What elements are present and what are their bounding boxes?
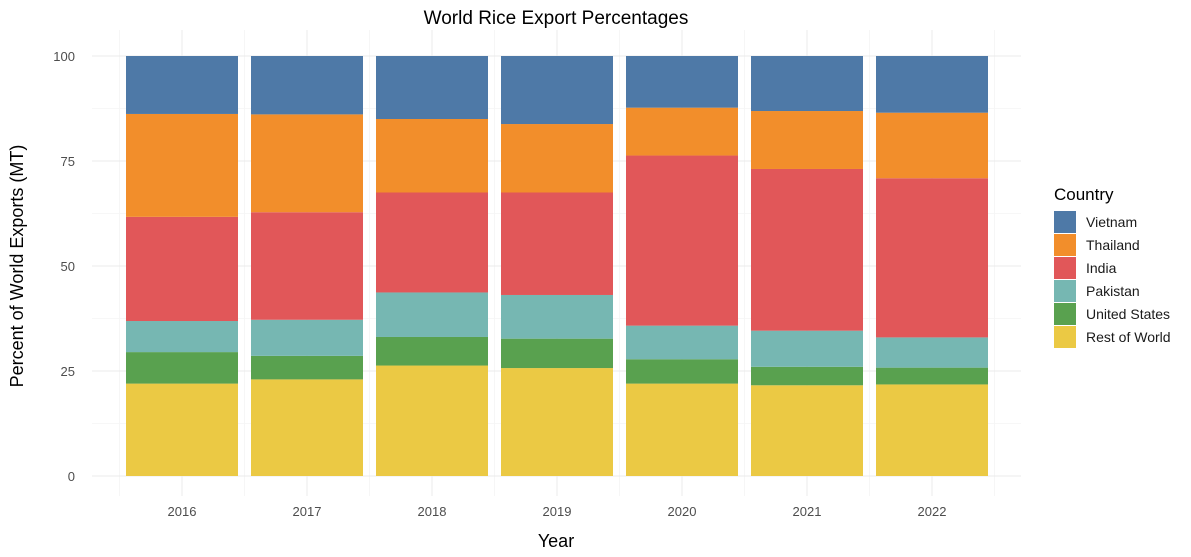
bar-united-states-2019 [501,338,613,369]
x-axis-title: Year [538,531,574,551]
bar-pakistan-2022 [876,337,988,368]
bar-pakistan-2018 [376,292,488,337]
bar-pakistan-2017 [251,319,363,356]
y-tick-label: 75 [61,154,75,169]
bar-india-2021 [751,168,863,331]
bar-united-states-2021 [751,366,863,386]
bar-india-2020 [626,155,738,326]
y-tick-label: 50 [61,259,75,274]
legend-label: Rest of World [1086,329,1171,345]
bar-pakistan-2016 [126,321,238,353]
legend-label: Vietnam [1086,214,1137,230]
y-tick-label: 100 [53,49,75,64]
x-tick-label: 2016 [168,504,197,519]
bar-thailand-2017 [251,114,363,213]
bar-india-2019 [501,192,613,295]
legend-label: India [1086,260,1117,276]
x-tick-label: 2022 [918,504,947,519]
legend-title: Country [1054,185,1114,204]
bar-india-2018 [376,192,488,293]
x-tick-label: 2018 [418,504,447,519]
legend-label: Thailand [1086,237,1140,253]
bar-pakistan-2019 [501,294,613,339]
chart-title: World Rice Export Percentages [424,8,689,29]
y-axis-title: Percent of World Exports (MT) [7,145,27,388]
bar-united-states-2022 [876,367,988,385]
legend-label: United States [1086,306,1170,322]
bar-rest-of-world-2020 [626,383,738,476]
y-axis-ticks: 0 25 50 75 100 [53,49,75,484]
x-tick-label: 2020 [668,504,697,519]
bar-vietnam-2020 [626,56,738,108]
bar-united-states-2018 [376,336,488,366]
x-tick-label: 2021 [793,504,822,519]
legend-swatch [1054,234,1076,256]
bar-united-states-2016 [126,352,238,384]
bar-rest-of-world-2019 [501,368,613,476]
y-tick-label: 25 [61,364,75,379]
x-tick-label: 2019 [543,504,572,519]
bar-thailand-2018 [376,119,488,193]
bar-thailand-2016 [126,113,238,217]
bars [126,56,988,476]
legend-swatch [1054,280,1076,302]
bar-pakistan-2021 [751,330,863,367]
legend-swatch [1054,326,1076,348]
bar-vietnam-2018 [376,56,488,119]
y-tick-label: 0 [68,469,75,484]
bar-rest-of-world-2022 [876,384,988,476]
bar-rest-of-world-2016 [126,383,238,476]
legend-label: Pakistan [1086,283,1140,299]
bar-vietnam-2017 [251,56,363,115]
x-axis-ticks: 2016 2017 2018 2019 2020 2021 2022 [168,504,947,519]
bar-thailand-2020 [626,107,738,156]
legend-swatch [1054,211,1076,233]
bar-vietnam-2019 [501,56,613,125]
bar-india-2017 [251,212,363,320]
legend-swatch [1054,257,1076,279]
legend-swatch [1054,303,1076,325]
bar-rest-of-world-2021 [751,385,863,476]
bar-vietnam-2022 [876,56,988,113]
legend: Country Vietnam Thailand India Pakistan Unit… [1054,185,1171,348]
bar-vietnam-2016 [126,56,238,114]
bar-united-states-2020 [626,359,738,384]
bar-pakistan-2020 [626,325,738,360]
bar-india-2016 [126,216,238,322]
bar-rest-of-world-2018 [376,365,488,476]
bar-united-states-2017 [251,355,363,380]
bar-vietnam-2021 [751,56,863,112]
bar-rest-of-world-2017 [251,379,363,476]
bar-thailand-2021 [751,111,863,169]
x-tick-label: 2017 [293,504,322,519]
bar-india-2022 [876,178,988,338]
bar-thailand-2022 [876,112,988,179]
bar-thailand-2019 [501,124,613,193]
